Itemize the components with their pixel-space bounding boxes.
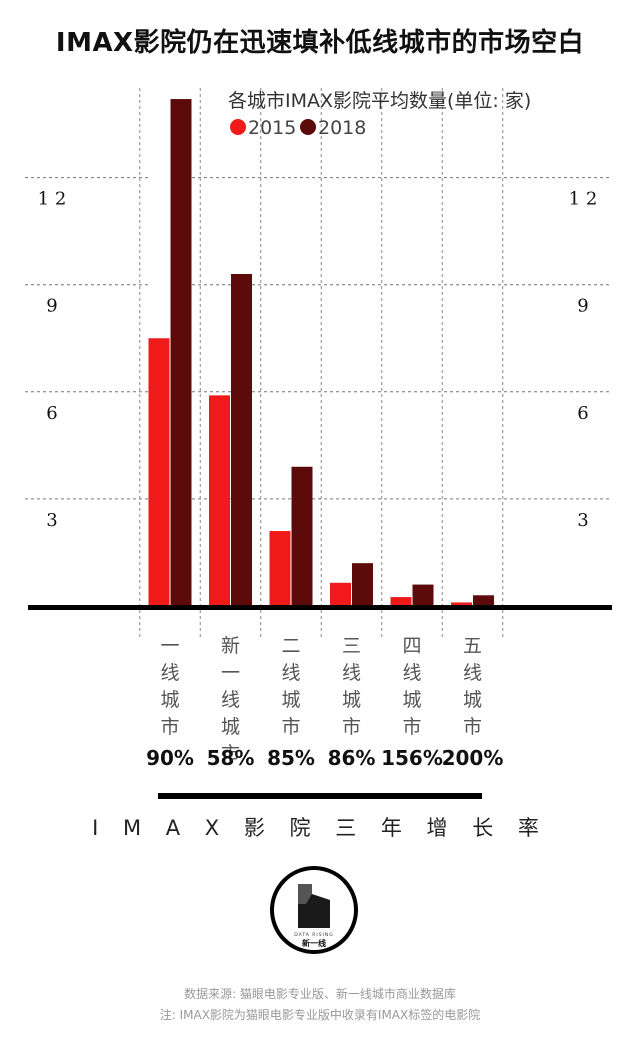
legend-label-2018: 2018 bbox=[318, 117, 366, 139]
bar-2015 bbox=[269, 531, 291, 606]
growth-rule-line bbox=[158, 793, 482, 799]
source-note: 数据来源: 猫眼电影专业版、新一线城市商业数据库 bbox=[184, 987, 456, 1001]
bar-2018 bbox=[473, 595, 494, 606]
category-label: 二线城市 bbox=[281, 635, 300, 738]
bar-2018 bbox=[170, 99, 192, 606]
growth-rate-label: 156% bbox=[381, 746, 443, 770]
growth-rate-label: 90% bbox=[146, 746, 194, 770]
bar-2015 bbox=[148, 338, 170, 606]
svg-text:DATA RISING: DATA RISING bbox=[294, 932, 334, 938]
svg-text:新一线: 新一线 bbox=[302, 938, 326, 948]
xinyixian-logo: DATA RISING 新一线 bbox=[270, 866, 358, 954]
x-axis-line bbox=[28, 605, 612, 610]
bar-2015 bbox=[451, 602, 472, 606]
category-label: 一线城市 bbox=[160, 635, 179, 738]
category-label: 三线城市 bbox=[342, 635, 361, 738]
y-tick-label-left: 9 bbox=[46, 296, 57, 317]
bar-2018 bbox=[291, 466, 313, 606]
growth-rate-label: 200% bbox=[442, 746, 504, 770]
footnote: 注: IMAX影院为猫眼电影专业版中收录有IMAX标签的电影院 bbox=[159, 1008, 481, 1022]
chart-subtitle: 各城市IMAX影院平均数量(单位: 家) bbox=[228, 90, 531, 112]
bar-2015 bbox=[330, 582, 351, 606]
bar-2018 bbox=[412, 584, 434, 606]
y-tick-label-right: 6 bbox=[577, 403, 588, 424]
growth-rate-label: 85% bbox=[267, 746, 315, 770]
chart-title: IMAX影院仍在迅速填补低线城市的市场空白 bbox=[55, 28, 585, 58]
y-tick-label-left: 3 bbox=[46, 510, 57, 531]
legend-marker-2018 bbox=[300, 119, 316, 135]
growth-title: I M A X 影 院 三 年 增 长 率 bbox=[92, 816, 548, 840]
bar-2015 bbox=[209, 395, 230, 606]
category-label: 四线城市 bbox=[402, 635, 421, 738]
category-label: 五线城市 bbox=[463, 635, 482, 738]
bar-2018 bbox=[352, 563, 373, 606]
y-tick-label-right: 1 2 bbox=[569, 189, 598, 210]
y-tick-label-right: 9 bbox=[577, 296, 588, 317]
y-tick-label-left: 6 bbox=[46, 403, 57, 424]
bar-chart: 3 3 6 6 9 9 1 2 1 2 各城市IMAX影院平均数量(单位: 家) 2015 2018… bbox=[25, 88, 612, 799]
growth-rate-label: 58% bbox=[207, 746, 255, 770]
bar-2015 bbox=[390, 597, 412, 606]
legend-marker-2015 bbox=[230, 119, 246, 135]
y-tick-label-right: 3 bbox=[577, 510, 588, 531]
bar-2018 bbox=[231, 273, 252, 606]
legend-label-2015: 2015 bbox=[248, 117, 296, 139]
category-label: 新一线城市 bbox=[221, 635, 240, 765]
growth-rate-label: 86% bbox=[328, 746, 376, 770]
y-tick-label-left: 1 2 bbox=[38, 189, 67, 210]
